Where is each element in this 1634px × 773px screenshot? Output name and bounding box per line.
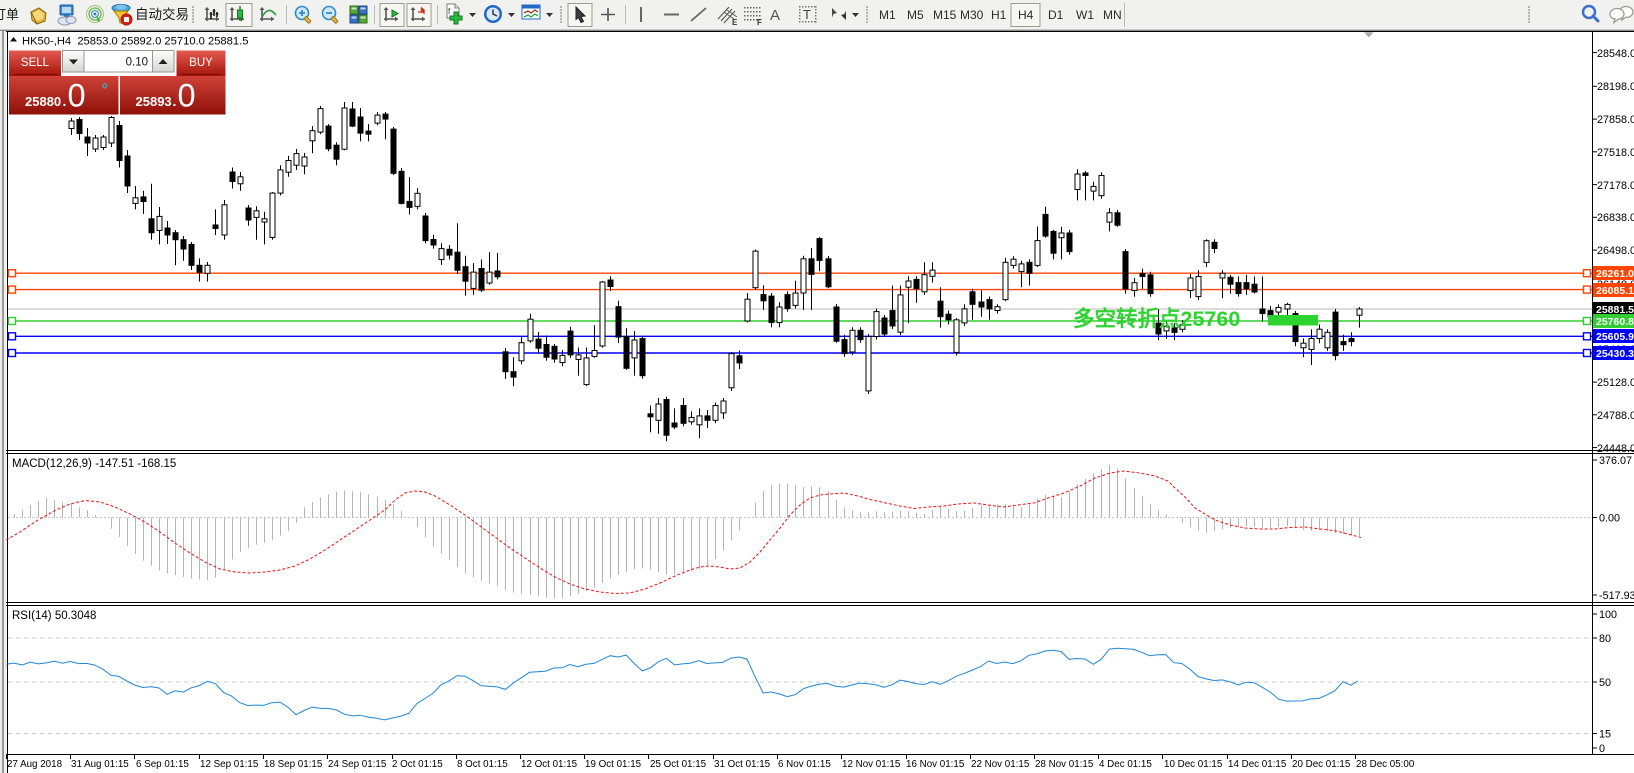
svg-text:E: E	[732, 18, 738, 27]
svg-text:25 Oct 01:15: 25 Oct 01:15	[650, 759, 707, 770]
svg-text:16 Nov 01:15: 16 Nov 01:15	[906, 759, 965, 770]
svg-text:80: 80	[1599, 633, 1611, 645]
svg-text:25760.8: 25760.8	[1596, 316, 1634, 328]
svg-text:f: f	[448, 7, 451, 16]
svg-text:22 Nov 01:15: 22 Nov 01:15	[971, 759, 1030, 770]
svg-text:26085.1: 26085.1	[1596, 285, 1634, 297]
svg-text:15: 15	[1599, 729, 1611, 741]
svg-text:20 Dec 01:15: 20 Dec 01:15	[1292, 759, 1351, 770]
svg-text:26838.0: 26838.0	[1597, 212, 1634, 224]
svg-text:6 Sep 01:15: 6 Sep 01:15	[136, 759, 189, 770]
svg-text:M15: M15	[933, 8, 957, 22]
svg-text:19 Oct 01:15: 19 Oct 01:15	[585, 759, 642, 770]
svg-text:28 Nov 01:15: 28 Nov 01:15	[1035, 759, 1094, 770]
svg-text:多空转折点25760: 多空转折点25760	[1073, 306, 1240, 331]
svg-text:0: 0	[178, 78, 196, 114]
svg-text:25430.3: 25430.3	[1596, 348, 1634, 360]
svg-text:.: .	[63, 93, 67, 109]
svg-text:28198.0: 28198.0	[1597, 81, 1634, 93]
svg-text:25605.9: 25605.9	[1596, 331, 1634, 343]
svg-text:0: 0	[1599, 743, 1605, 755]
svg-text:MN: MN	[1103, 8, 1122, 22]
svg-text:31 Oct 01:15: 31 Oct 01:15	[714, 759, 771, 770]
svg-text:25881.5: 25881.5	[1596, 304, 1634, 316]
svg-text:M5: M5	[907, 8, 924, 22]
svg-text:12 Sep 01:15: 12 Sep 01:15	[200, 759, 259, 770]
svg-text:D1: D1	[1048, 8, 1064, 22]
svg-text:10 Dec 01:15: 10 Dec 01:15	[1164, 759, 1223, 770]
svg-text:25880: 25880	[25, 94, 61, 109]
svg-text:SELL: SELL	[21, 57, 50, 69]
svg-text:50: 50	[1599, 677, 1611, 689]
svg-text:24448.0: 24448.0	[1597, 443, 1634, 455]
svg-text:A: A	[770, 7, 780, 24]
svg-text:376.07: 376.07	[1599, 455, 1632, 467]
svg-text:14 Dec 01:15: 14 Dec 01:15	[1228, 759, 1287, 770]
svg-text:H1: H1	[991, 8, 1007, 22]
svg-text:W1: W1	[1076, 8, 1094, 22]
svg-text:24 Sep 01:15: 24 Sep 01:15	[328, 759, 387, 770]
svg-text:H4: H4	[1018, 8, 1034, 22]
svg-text:T: T	[803, 7, 811, 22]
svg-text:12 Nov 01:15: 12 Nov 01:15	[842, 759, 901, 770]
svg-text:2 Oct 01:15: 2 Oct 01:15	[392, 759, 443, 770]
svg-text:MACD(12,26,9) -147.51 -168.15: MACD(12,26,9) -147.51 -168.15	[12, 458, 176, 470]
svg-text:订单: 订单	[0, 7, 19, 22]
svg-text:自动交易: 自动交易	[135, 6, 189, 22]
svg-text:0.10: 0.10	[126, 57, 148, 69]
svg-text:0.00: 0.00	[1599, 513, 1620, 525]
svg-text:-517.93: -517.93	[1599, 590, 1634, 602]
svg-text:25128.0: 25128.0	[1597, 377, 1634, 389]
svg-text:26261.0: 26261.0	[1596, 268, 1634, 280]
svg-text:.: .	[173, 93, 177, 109]
svg-text:27518.0: 27518.0	[1597, 147, 1634, 159]
svg-text:4 Dec 01:15: 4 Dec 01:15	[1099, 759, 1152, 770]
svg-text:12 Oct 01:15: 12 Oct 01:15	[521, 759, 578, 770]
svg-text:RSI(14) 50.3048: RSI(14) 50.3048	[12, 610, 96, 622]
svg-text:24788.0: 24788.0	[1597, 410, 1634, 422]
svg-text:F: F	[757, 18, 762, 27]
svg-text:18 Sep 01:15: 18 Sep 01:15	[264, 759, 323, 770]
svg-text:8 Oct 01:15: 8 Oct 01:15	[457, 759, 508, 770]
svg-text:31 Aug 01:15: 31 Aug 01:15	[71, 759, 129, 770]
svg-text:28548.0: 28548.0	[1597, 48, 1634, 60]
svg-text:27858.0: 27858.0	[1597, 114, 1634, 126]
svg-text:0: 0	[68, 78, 86, 114]
svg-text:26498.0: 26498.0	[1597, 245, 1634, 257]
svg-text:6 Nov 01:15: 6 Nov 01:15	[778, 759, 831, 770]
svg-text:27178.0: 27178.0	[1597, 180, 1634, 192]
svg-text:M1: M1	[879, 8, 896, 22]
svg-text:25893: 25893	[136, 94, 172, 109]
svg-text:100: 100	[1599, 609, 1617, 621]
svg-text:M30: M30	[960, 8, 984, 22]
svg-text:BUY: BUY	[189, 57, 213, 69]
svg-text:28 Dec 05:00: 28 Dec 05:00	[1356, 759, 1415, 770]
svg-text:HK50-,H4 25853.0 25892.0 2571: HK50-,H4 25853.0 25892.0 25710.0 25881.5	[22, 36, 248, 48]
svg-text:27 Aug 2018: 27 Aug 2018	[7, 759, 63, 770]
